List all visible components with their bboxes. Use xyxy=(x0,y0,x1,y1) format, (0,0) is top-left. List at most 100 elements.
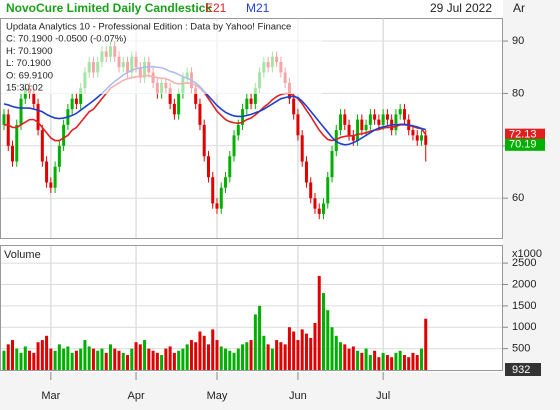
candle-body xyxy=(347,124,351,136)
candle-body xyxy=(411,130,415,136)
volume-bar xyxy=(411,352,415,370)
candle-body xyxy=(79,88,83,104)
volume-bar xyxy=(74,350,78,370)
candle-body xyxy=(339,114,343,131)
volume-bar xyxy=(91,348,95,370)
volume-bar xyxy=(32,352,36,370)
volume-bar xyxy=(211,329,215,370)
volume-bar xyxy=(283,344,287,370)
info-line: O: 69.9100 xyxy=(6,70,53,81)
candle-body xyxy=(236,124,240,136)
candle-body xyxy=(32,93,36,104)
candle-body xyxy=(330,151,334,178)
volume-bar xyxy=(2,350,6,370)
volume-bar xyxy=(334,335,338,370)
volume-bar xyxy=(313,322,317,370)
candle-body xyxy=(419,135,423,141)
volume-bar xyxy=(177,350,181,370)
volume-bar xyxy=(309,337,313,370)
y-tick-label: 80 xyxy=(512,87,524,99)
volume-bar xyxy=(45,335,49,370)
volume-bar xyxy=(373,350,377,370)
info-line: Updata Analytics 10 - Professional Editi… xyxy=(6,22,291,33)
candle-body xyxy=(45,161,49,183)
candle-body xyxy=(377,119,381,125)
volume-bar xyxy=(279,342,283,370)
candle-body xyxy=(224,177,228,188)
candle-body xyxy=(70,98,74,110)
y-tick-label: 60 xyxy=(512,192,524,204)
volume-bar xyxy=(164,348,168,370)
volume-bar xyxy=(83,340,87,370)
candle-body xyxy=(49,182,53,188)
candle-body xyxy=(351,135,355,141)
volume-bar xyxy=(215,340,219,370)
volume-bar xyxy=(266,344,270,370)
volume-tag: 932 xyxy=(512,364,530,376)
candle-body xyxy=(253,88,257,104)
volume-bar xyxy=(360,352,364,370)
volume-bar xyxy=(407,357,411,370)
candle-body xyxy=(326,177,330,204)
volume-bar xyxy=(138,344,142,370)
y-tick-label: 1500 xyxy=(512,300,536,312)
candle-body xyxy=(398,109,402,115)
candle-body xyxy=(74,98,78,104)
candle-body xyxy=(309,182,313,199)
candle-body xyxy=(373,114,377,120)
volume-bar xyxy=(236,348,240,370)
candle-body xyxy=(249,98,253,104)
candle-body xyxy=(313,198,317,209)
candle-body xyxy=(202,124,206,157)
volume-bar xyxy=(424,318,428,370)
candle-body xyxy=(62,124,66,146)
bottom-axis-band xyxy=(0,372,503,410)
volume-bar xyxy=(398,350,402,370)
ma-value-tag-bg xyxy=(505,128,545,141)
volume-bar xyxy=(321,293,325,370)
volume-bar xyxy=(198,331,202,370)
y-tick-label: 2000 xyxy=(512,278,536,290)
info-box: Updata Analytics 10 - Professional Editi… xyxy=(2,20,322,94)
price-value-tag-bg xyxy=(505,138,545,151)
volume-tag-bg xyxy=(505,363,541,376)
volume-bar xyxy=(258,305,262,370)
volume-bar xyxy=(296,340,300,370)
volume-bar xyxy=(245,342,249,370)
moving-average-line xyxy=(3,65,426,146)
candle-body xyxy=(11,145,15,162)
volume-bar xyxy=(185,344,189,370)
volume-bar xyxy=(36,342,40,370)
x-tick-label: Jul xyxy=(376,390,390,402)
volume-bar xyxy=(377,357,381,370)
volume-title: Volume xyxy=(4,249,41,261)
volume-bar xyxy=(275,340,279,370)
candle-body xyxy=(402,109,406,120)
volume-bar xyxy=(113,348,117,370)
volume-bar xyxy=(339,342,343,370)
volume-bar xyxy=(6,344,10,370)
volume-bar xyxy=(134,342,138,370)
volume-bar xyxy=(364,348,368,370)
volume-bar xyxy=(206,344,210,370)
candle-body xyxy=(57,145,61,167)
volume-bar xyxy=(19,352,23,370)
candle-body xyxy=(368,114,372,125)
volume-bar xyxy=(117,350,121,370)
volume-bar xyxy=(57,344,61,370)
marks xyxy=(2,41,428,370)
volume-bar xyxy=(385,355,389,370)
candle-body xyxy=(415,135,419,141)
volume-bar xyxy=(172,352,176,370)
candle-body xyxy=(424,135,428,145)
candle-body xyxy=(36,103,40,131)
candle-body xyxy=(19,98,23,125)
volume-bar xyxy=(11,340,15,370)
legend-entry: M21 xyxy=(246,1,270,15)
volume-bar xyxy=(151,350,155,370)
volume-bar xyxy=(66,346,70,370)
price-frame xyxy=(0,18,503,239)
volume-bar xyxy=(70,352,74,370)
volume-bar xyxy=(87,346,91,370)
